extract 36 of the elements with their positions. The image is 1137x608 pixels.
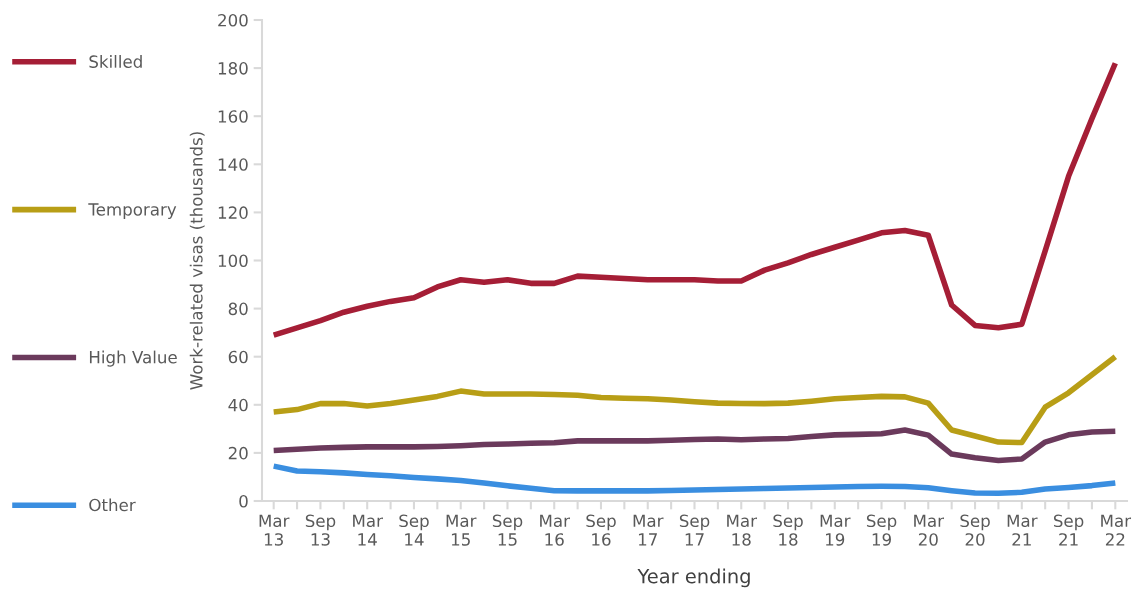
y-tick-label: 40 xyxy=(228,398,248,412)
x-tick-label: Sep 17 xyxy=(679,514,710,546)
legend-label: High Value xyxy=(89,350,177,367)
x-tick-label: Sep 20 xyxy=(960,514,990,546)
x-tick-label: Sep 21 xyxy=(1053,514,1084,546)
y-tick-label: 160 xyxy=(218,110,248,123)
x-axis-title: Year ending xyxy=(637,568,750,588)
x-tick-label: Mar 20 xyxy=(914,514,945,546)
x-tick-label: Sep 18 xyxy=(773,514,803,546)
y-tick-label: 120 xyxy=(218,206,248,219)
x-tick-label: Mar 22 xyxy=(1101,514,1132,546)
y-tick-label: 100 xyxy=(218,254,248,268)
x-tick-label: Mar 14 xyxy=(353,514,383,546)
y-tick-label: 80 xyxy=(228,302,248,316)
legend-label: Skilled xyxy=(89,55,142,68)
x-tick-label: Sep 14 xyxy=(399,514,429,546)
y-tick-label: 200 xyxy=(218,13,248,27)
y-axis-title: Work-related visas (thousands) xyxy=(189,132,205,390)
x-tick-label: Mar 19 xyxy=(820,514,851,546)
x-tick-label: Mar 16 xyxy=(540,514,570,546)
x-tick-label: Sep 15 xyxy=(492,514,523,546)
y-tick-label: 60 xyxy=(228,350,248,364)
legend-label: Temporary xyxy=(88,203,177,219)
x-tick-label: Mar 18 xyxy=(727,514,757,546)
x-tick-label: Sep 16 xyxy=(586,514,616,546)
y-tick-label: 20 xyxy=(228,446,248,460)
y-tick-label: 180 xyxy=(218,62,248,75)
x-tick-label: Mar 21 xyxy=(1007,514,1038,546)
x-tick-label: Sep 19 xyxy=(866,514,897,546)
x-tick-label: Mar 15 xyxy=(446,514,477,546)
x-tick-label: Mar 17 xyxy=(633,514,664,546)
y-tick-label: 0 xyxy=(239,494,248,508)
y-tick-label: 140 xyxy=(218,158,248,171)
x-tick-label: Sep 13 xyxy=(305,514,336,546)
legend-label: Other xyxy=(89,498,136,512)
x-tick-label: Mar 13 xyxy=(259,514,290,546)
